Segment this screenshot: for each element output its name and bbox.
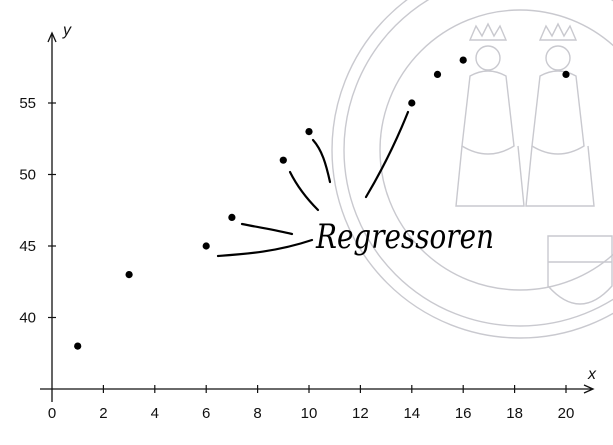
x-tick-label: 18	[506, 405, 523, 422]
annotation-label: Regressoren	[315, 217, 494, 257]
x-tick-label: 10	[301, 405, 318, 422]
data-point	[279, 156, 287, 164]
data-point	[74, 342, 82, 350]
x-tick-label: 14	[403, 405, 420, 422]
data-point	[433, 70, 442, 78]
x-tick-label: 8	[253, 405, 261, 422]
seal-watermark	[331, 0, 613, 339]
data-point	[305, 128, 313, 136]
y-tick-label: 40	[19, 310, 36, 327]
y-tick-label: 50	[19, 167, 36, 184]
data-point	[459, 56, 467, 64]
seal-outer-ring	[331, 0, 613, 339]
data-point	[562, 70, 570, 78]
seal-right-figure	[525, 22, 595, 207]
x-axis-arrow	[583, 384, 595, 394]
annotation-stroke	[311, 138, 332, 184]
data-point	[125, 271, 133, 279]
y-ticks: 40 45 50 55	[19, 95, 56, 327]
y-axis-label: y	[62, 22, 72, 39]
data-point	[408, 99, 416, 107]
y-tick-label: 55	[19, 95, 36, 112]
annotation-stroke	[240, 222, 294, 236]
y-axis-arrow	[47, 31, 57, 43]
x-tick-label: 12	[352, 405, 369, 422]
data-point	[202, 242, 210, 250]
seal-inner-ring	[343, 0, 613, 327]
x-tick-label: 16	[455, 405, 472, 422]
annotation-stroke	[364, 110, 410, 199]
seal-shield	[547, 235, 613, 305]
seal-center-ring	[379, 9, 613, 291]
seal-left-figure	[455, 22, 525, 207]
x-tick-label: 2	[99, 405, 107, 422]
x-tick-label: 6	[202, 405, 210, 422]
handwritten-annotation	[216, 110, 410, 258]
annotation-stroke	[288, 170, 320, 212]
data-point	[228, 213, 236, 221]
data-points	[74, 56, 570, 350]
x-tick-label: 20	[558, 405, 575, 422]
x-axis-label: x	[587, 366, 597, 383]
y-tick-label: 45	[19, 238, 36, 255]
x-tick-label: 4	[151, 405, 159, 422]
annotation-stroke	[216, 238, 314, 258]
x-tick-label: 0	[48, 405, 56, 422]
x-ticks: 0 2 4 6 8 10 12 14 16 18 20	[48, 385, 575, 422]
